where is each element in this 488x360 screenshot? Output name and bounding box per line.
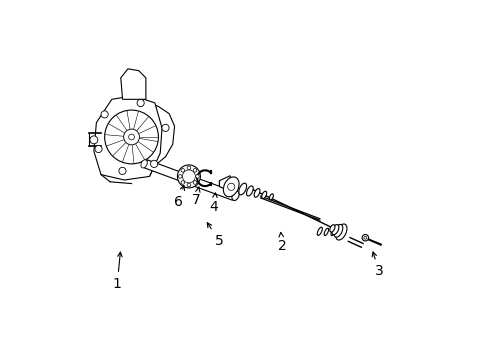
Circle shape bbox=[181, 168, 184, 172]
Ellipse shape bbox=[261, 191, 266, 199]
Text: 5: 5 bbox=[207, 223, 224, 248]
Circle shape bbox=[187, 183, 190, 187]
Text: 7: 7 bbox=[191, 187, 200, 207]
Circle shape bbox=[128, 134, 134, 140]
Text: 2: 2 bbox=[277, 233, 286, 253]
Ellipse shape bbox=[238, 183, 246, 195]
Ellipse shape bbox=[335, 224, 346, 240]
Text: 3: 3 bbox=[371, 252, 383, 278]
Ellipse shape bbox=[329, 225, 334, 232]
Circle shape bbox=[104, 110, 158, 164]
Circle shape bbox=[195, 175, 199, 178]
Circle shape bbox=[101, 111, 108, 118]
Ellipse shape bbox=[246, 186, 253, 196]
Circle shape bbox=[193, 181, 196, 184]
Circle shape bbox=[137, 99, 144, 107]
Circle shape bbox=[162, 124, 169, 131]
Polygon shape bbox=[149, 103, 174, 176]
Circle shape bbox=[362, 234, 368, 241]
Polygon shape bbox=[121, 69, 145, 99]
Ellipse shape bbox=[254, 189, 260, 197]
Circle shape bbox=[193, 168, 196, 172]
Text: 6: 6 bbox=[173, 185, 184, 208]
Ellipse shape bbox=[333, 224, 342, 237]
Circle shape bbox=[363, 236, 366, 239]
Ellipse shape bbox=[269, 194, 273, 200]
Circle shape bbox=[182, 170, 195, 183]
Circle shape bbox=[95, 145, 102, 153]
Circle shape bbox=[187, 166, 190, 170]
Ellipse shape bbox=[324, 228, 328, 235]
Ellipse shape bbox=[331, 225, 338, 235]
Ellipse shape bbox=[141, 160, 147, 168]
Text: 4: 4 bbox=[209, 193, 218, 214]
Polygon shape bbox=[219, 176, 230, 192]
Circle shape bbox=[227, 183, 234, 190]
Circle shape bbox=[119, 167, 126, 175]
Ellipse shape bbox=[337, 230, 341, 236]
Ellipse shape bbox=[223, 177, 239, 197]
Polygon shape bbox=[94, 96, 162, 180]
Circle shape bbox=[181, 181, 184, 184]
Ellipse shape bbox=[330, 229, 334, 235]
Ellipse shape bbox=[231, 191, 239, 201]
Circle shape bbox=[178, 175, 182, 178]
Circle shape bbox=[177, 165, 200, 188]
Circle shape bbox=[150, 160, 158, 167]
Polygon shape bbox=[144, 160, 235, 200]
Text: 1: 1 bbox=[113, 252, 122, 291]
Circle shape bbox=[90, 136, 98, 144]
Circle shape bbox=[123, 129, 139, 145]
Ellipse shape bbox=[317, 227, 322, 235]
